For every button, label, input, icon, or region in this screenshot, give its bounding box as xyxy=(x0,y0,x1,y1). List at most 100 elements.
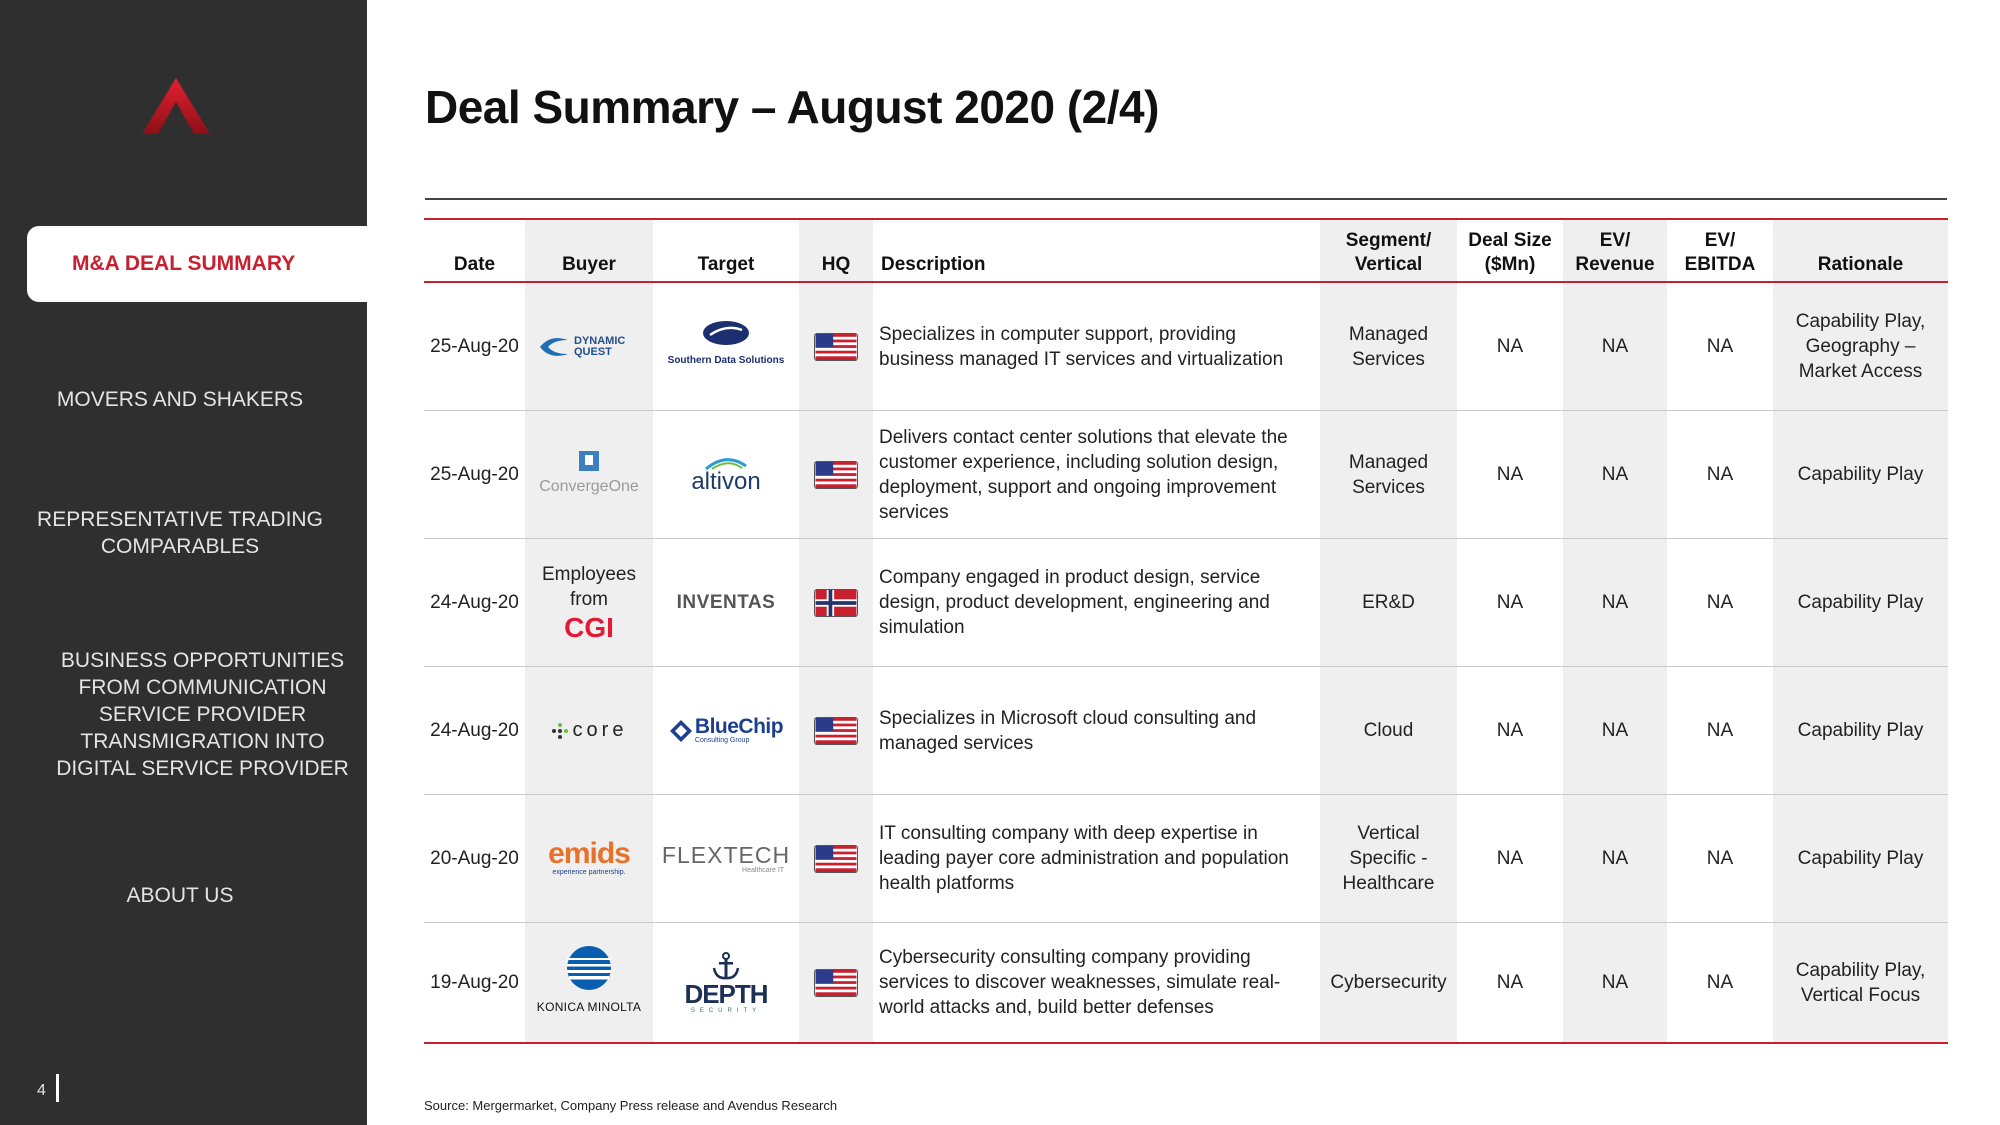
table-bottom-rule xyxy=(424,1042,1948,1044)
header-hq: HQ xyxy=(821,254,851,275)
cell-description: Specializes in Microsoft cloud consultin… xyxy=(879,707,1257,754)
buyer-logo-text: CGI xyxy=(564,611,614,643)
cell-rationale: Capability Play xyxy=(1797,848,1924,869)
header-rule xyxy=(424,281,1948,283)
buyer-logo-text: DYNAMIC QUEST xyxy=(574,334,626,358)
buyer-logo-text: emids xyxy=(548,837,631,870)
company-logo xyxy=(142,78,210,134)
cell-description: Cybersecurity consulting company providi… xyxy=(879,947,1281,1018)
cell-target: altivon xyxy=(653,411,799,538)
target-logo-depth-security: DEPTH SECURITY xyxy=(684,951,769,1015)
cell-description: Delivers contact center solutions that e… xyxy=(879,426,1288,523)
us-flag-icon xyxy=(814,968,858,997)
norway-flag-icon xyxy=(814,588,858,617)
cell-target: Southern Data Solutions xyxy=(653,283,799,410)
nav-item-movers-and-shakers[interactable]: MOVERS AND SHAKERS xyxy=(56,388,304,411)
cell-deal-size: NA xyxy=(1496,972,1524,993)
buyer-logo-subtext: experience partnership. xyxy=(552,869,626,876)
cell-ev-revenue: NA xyxy=(1601,972,1629,993)
konica-minolta-globe-icon xyxy=(567,946,611,990)
cell-segment: Vertical Specific - Healthcare xyxy=(1342,823,1435,894)
cell-ev-revenue: NA xyxy=(1601,720,1629,741)
cell-segment: Managed Services xyxy=(1348,451,1429,498)
cell-ev-ebitda: NA xyxy=(1706,336,1734,357)
buyer-logo-emids: emids experience partnership. xyxy=(548,837,631,877)
buyer-logo-konica-minolta: KONICA MINOLTA xyxy=(537,945,641,1020)
nav-item-trading-comparables[interactable]: REPRESENTATIVE TRADING COMPARABLES xyxy=(37,508,323,558)
cell-segment: Cybersecurity xyxy=(1330,972,1447,993)
source-note: Source: Mergermarket, Company Press rele… xyxy=(424,1098,838,1113)
cell-target: FLEXTECH Healthcare IT xyxy=(653,795,799,922)
core-dots-icon xyxy=(551,722,568,739)
cell-rationale: Capability Play xyxy=(1797,720,1924,741)
buyer-column-shade xyxy=(525,220,653,1042)
bluechip-diamond-icon xyxy=(669,719,692,742)
cell-buyer: ConvergeOne xyxy=(525,411,653,538)
table-top-rule xyxy=(424,218,1948,220)
cell-ev-ebitda: NA xyxy=(1706,720,1734,741)
us-flag-icon xyxy=(814,716,858,745)
row-divider xyxy=(424,666,1948,667)
row-divider xyxy=(424,538,1948,539)
target-logo-text: Southern Data Solutions xyxy=(667,355,785,366)
cell-rationale: Capability Play, Geography – Market Acce… xyxy=(1795,311,1926,382)
cell-segment: Cloud xyxy=(1363,720,1414,741)
header-deal-size: Deal Size ($Mn) xyxy=(1468,230,1552,275)
cell-segment: Managed Services xyxy=(1348,323,1429,370)
buyer-logo-text: KONICA MINOLTA xyxy=(536,1000,642,1014)
header-target: Target xyxy=(697,254,755,275)
target-logo-inventas: INVENTAS xyxy=(676,592,776,613)
cell-target: INVENTAS xyxy=(653,539,799,666)
cell-hq xyxy=(799,923,873,1042)
row-divider xyxy=(424,794,1948,795)
target-logo-bluechip: BlueChip Consulting Group xyxy=(669,716,784,745)
nav-item-about-us[interactable]: ABOUT US xyxy=(126,884,234,907)
target-logo-subtext: Healthcare IT xyxy=(742,866,785,874)
cell-deal-size: NA xyxy=(1496,336,1524,357)
table-row: 24-Aug-20 Employees from CGI INVENTAS Co… xyxy=(424,539,1948,666)
cell-date: 19-Aug-20 xyxy=(430,972,519,993)
header-date: Date xyxy=(453,254,496,275)
buyer-logo-dynamic-quest: DYNAMIC QUEST xyxy=(538,334,640,360)
header-ev-revenue: EV/ Revenue xyxy=(1575,230,1655,275)
cell-deal-size: NA xyxy=(1496,592,1524,613)
table-row: 25-Aug-20 DYNAMIC QUEST Southern Data So… xyxy=(424,283,1948,410)
nav-item-ma-deal-summary[interactable]: M&A DEAL SUMMARY xyxy=(27,226,367,302)
row-divider xyxy=(424,922,1948,923)
title-divider xyxy=(425,198,1947,200)
target-logo-altivon: altivon xyxy=(691,456,761,495)
ev-revenue-column-shade xyxy=(1563,220,1667,1042)
cell-buyer: emids experience partnership. xyxy=(525,795,653,922)
cell-deal-size: NA xyxy=(1496,464,1524,485)
cell-buyer: Employees from CGI xyxy=(525,539,653,666)
cell-target: DEPTH SECURITY xyxy=(653,923,799,1042)
cell-deal-size: NA xyxy=(1496,848,1524,869)
cell-date: 24-Aug-20 xyxy=(430,592,519,613)
page-number-bar xyxy=(56,1074,59,1102)
cell-target: BlueChip Consulting Group xyxy=(653,667,799,794)
cell-hq xyxy=(799,667,873,794)
cell-ev-ebitda: NA xyxy=(1706,592,1734,613)
nav-item-business-opportunities[interactable]: BUSINESS OPPORTUNITIES FROM COMMUNICATIO… xyxy=(56,649,349,780)
cell-rationale: Capability Play, Vertical Focus xyxy=(1795,959,1926,1006)
cell-hq xyxy=(799,283,873,410)
cell-date: 24-Aug-20 xyxy=(430,720,519,741)
buyer-text: Employees from xyxy=(542,563,636,610)
header-segment: Segment/ Vertical xyxy=(1345,230,1432,275)
table-row: 24-Aug-20 core BlueChip Consulting Group xyxy=(424,667,1948,794)
cell-rationale: Capability Play xyxy=(1797,464,1924,485)
page-number: 4 xyxy=(37,1082,46,1099)
anchor-icon xyxy=(712,951,740,979)
target-logo-text: altivon xyxy=(691,467,761,495)
segment-column-shade xyxy=(1320,220,1457,1042)
altivon-arc-icon xyxy=(705,457,747,470)
table-row: 25-Aug-20 ConvergeOne altivon Delivers c… xyxy=(424,411,1948,538)
us-flag-icon xyxy=(814,844,858,873)
cell-hq xyxy=(799,539,873,666)
buyer-logo-convergeone: ConvergeOne xyxy=(539,450,639,499)
buyer-logo-text: core xyxy=(572,719,628,741)
cell-description: Specializes in computer support, providi… xyxy=(879,323,1284,370)
cell-ev-revenue: NA xyxy=(1601,336,1629,357)
table-row: 19-Aug-20 KONICA MINOLTA DEPTH SECURIT xyxy=(424,923,1948,1042)
southern-data-ellipse-icon xyxy=(702,321,749,345)
